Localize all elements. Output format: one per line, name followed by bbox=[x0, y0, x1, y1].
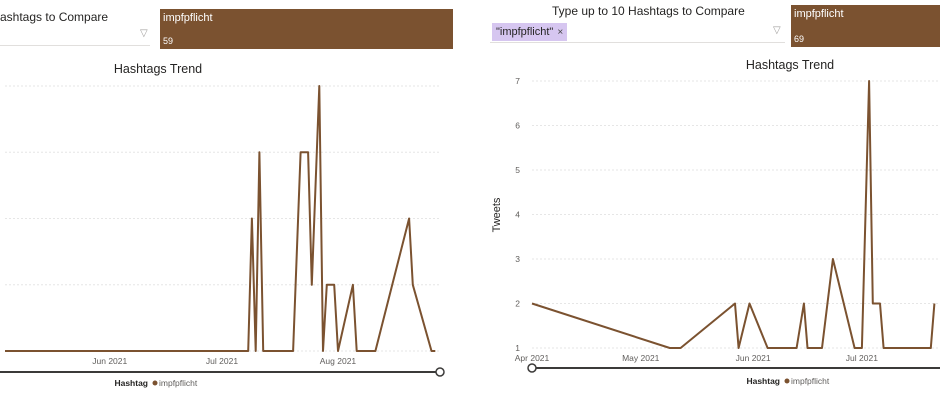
left-card-hashtag-name: impfpflicht bbox=[163, 12, 213, 24]
selected-hashtag-chip[interactable]: "impfpflicht" × bbox=[492, 23, 568, 41]
right-card-count: 69 bbox=[794, 34, 805, 44]
y-tick-label: 7 bbox=[515, 76, 520, 86]
series-line-impfpflicht[interactable] bbox=[531, 80, 936, 349]
x-tick-label: Jun 2021 bbox=[736, 353, 771, 363]
x-tick-label: Jul 2021 bbox=[206, 356, 238, 366]
chart-title: Hashtags Trend bbox=[114, 62, 202, 76]
right-hashtag-card[interactable]: impfpflicht 69 bbox=[791, 5, 940, 47]
y-axis-label: Tweets bbox=[491, 197, 503, 232]
y-tick-label: 5 bbox=[515, 165, 520, 175]
legend-title: Hashtag bbox=[746, 376, 780, 386]
chevron-down-icon[interactable]: ▽ bbox=[773, 25, 781, 36]
legend-title: Hashtag bbox=[114, 378, 148, 388]
right-hashtags-trend-chart[interactable]: Hashtags Trend 1 2 3 4 5 6 7 Tweets Apr 2021 May 2… bbox=[480, 50, 940, 397]
legend-marker bbox=[784, 378, 790, 384]
right-slicer-title: Type up to 10 Hashtags to Compare bbox=[552, 4, 745, 18]
y-tick-label: 1 bbox=[515, 343, 520, 353]
chevron-down-icon[interactable]: ▽ bbox=[140, 28, 148, 39]
x-tick-label: May 2021 bbox=[622, 353, 660, 363]
legend-series-label[interactable]: impfpflicht bbox=[791, 376, 830, 386]
left-hashtag-slicer-input[interactable]: ▽ bbox=[0, 24, 150, 46]
chart-title: Hashtags Trend bbox=[746, 58, 834, 72]
panel-divider bbox=[466, 0, 472, 400]
left-slicer-title: ashtags to Compare bbox=[0, 10, 109, 24]
zoom-slider-handle[interactable] bbox=[435, 367, 445, 377]
x-tick-label: Jul 2021 bbox=[846, 353, 878, 363]
legend-marker bbox=[152, 380, 158, 386]
right-card-hashtag-name: impfpflicht bbox=[794, 8, 844, 20]
y-tick-label: 6 bbox=[515, 121, 520, 131]
y-tick-label: 2 bbox=[515, 299, 520, 309]
x-tick-label: Apr 2021 bbox=[515, 353, 550, 363]
close-icon[interactable]: × bbox=[557, 27, 564, 38]
series-line-impfpflicht[interactable] bbox=[5, 85, 436, 352]
y-tick-label: 3 bbox=[515, 254, 520, 264]
right-hashtag-slicer-input[interactable]: "impfpflicht" × ▽ bbox=[490, 21, 785, 43]
zoom-slider-handle[interactable] bbox=[527, 363, 537, 373]
left-card-count: 59 bbox=[163, 36, 174, 46]
left-hashtag-card[interactable]: impfpflicht 59 bbox=[160, 9, 453, 49]
chip-label: "impfpflicht" bbox=[496, 26, 554, 38]
left-hashtags-trend-chart[interactable]: Hashtags Trend Jun 2021 Jul 2021 Aug 2021 Ha… bbox=[0, 52, 466, 397]
x-tick-label: Aug 2021 bbox=[320, 356, 357, 366]
x-tick-label: Jun 2021 bbox=[92, 356, 127, 366]
y-tick-label: 4 bbox=[515, 210, 520, 220]
legend-series-label[interactable]: impfpflicht bbox=[159, 378, 198, 388]
